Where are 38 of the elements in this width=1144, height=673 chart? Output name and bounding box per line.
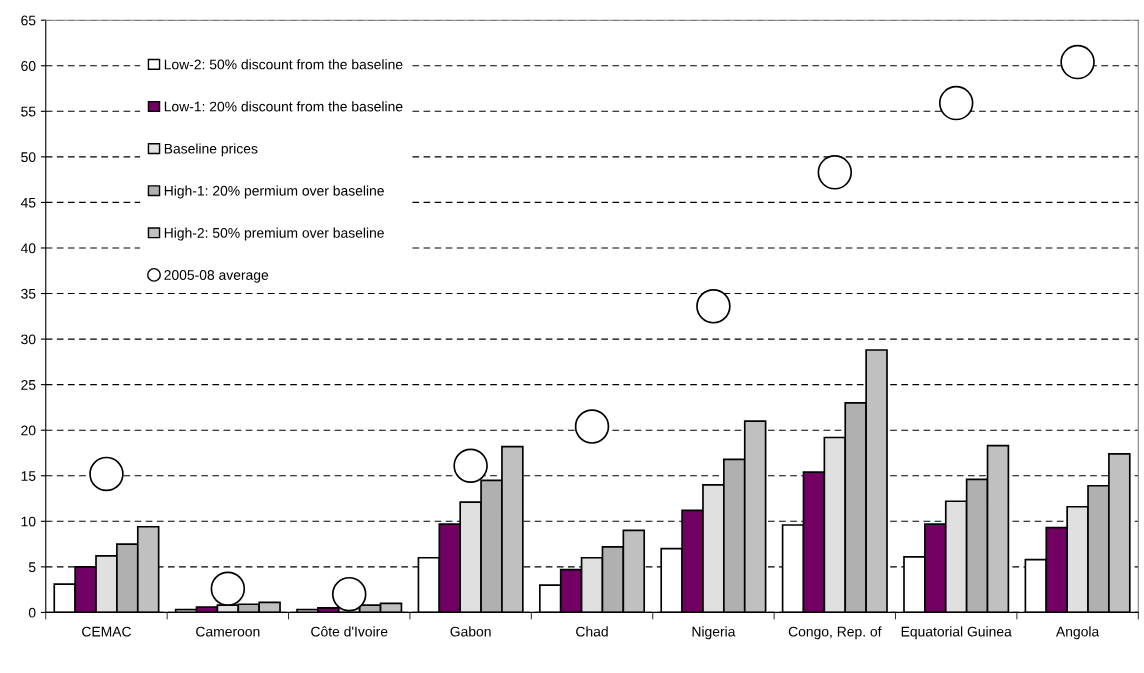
y-tick-label: 30 bbox=[21, 334, 36, 345]
point bbox=[1060, 44, 1095, 80]
x-tick-label: Equatorial Guinea bbox=[901, 626, 1012, 640]
legend-label: Baseline prices bbox=[164, 143, 258, 157]
y-tick-label: 35 bbox=[21, 288, 36, 299]
point bbox=[210, 571, 246, 607]
x-tick-label: Gabon bbox=[450, 626, 491, 637]
point bbox=[89, 456, 124, 492]
y-tick-label: 60 bbox=[21, 61, 36, 71]
legend-label: Low-1: 20% discount from the baseline bbox=[164, 101, 403, 112]
y-tick-label: 40 bbox=[20, 243, 36, 254]
y-tick-label: 15 bbox=[21, 471, 36, 481]
y-tick-label: 0 bbox=[28, 607, 36, 618]
point bbox=[574, 409, 610, 444]
y-tick-label: 55 bbox=[21, 106, 36, 117]
y-tick-label: 65 bbox=[21, 15, 36, 26]
point bbox=[331, 576, 367, 612]
x-tick-label: Cameroon bbox=[196, 626, 260, 637]
y-tick-label: 5 bbox=[28, 562, 36, 573]
x-tick-label: Congo, Rep. of bbox=[788, 626, 882, 640]
legend-label: 2005-08 average bbox=[164, 270, 269, 283]
legend-label: High-1: 20% permium over baseline bbox=[164, 185, 384, 199]
point bbox=[696, 289, 731, 324]
y-tick-label: 25 bbox=[21, 379, 36, 390]
point bbox=[817, 155, 853, 190]
y-tick-label: 45 bbox=[20, 197, 36, 208]
point bbox=[938, 85, 974, 121]
x-tick-label: Angola bbox=[1055, 626, 1100, 640]
legend-label: High-2: 50% premium over baseline bbox=[164, 227, 384, 241]
y-tick-label: 50 bbox=[21, 152, 36, 163]
y-tick-label: 20 bbox=[21, 425, 36, 436]
y-tick-label: 10 bbox=[21, 516, 36, 527]
x-tick-label: Côte d'Ivoire bbox=[311, 626, 388, 637]
x-tick-label: Nigeria bbox=[692, 626, 736, 640]
x-tick-label: CEMAC bbox=[82, 626, 131, 637]
x-tick-label: Chad bbox=[576, 626, 608, 637]
point bbox=[453, 448, 488, 484]
legend-label: Low-2: 50% discount from the baseline bbox=[164, 59, 403, 70]
